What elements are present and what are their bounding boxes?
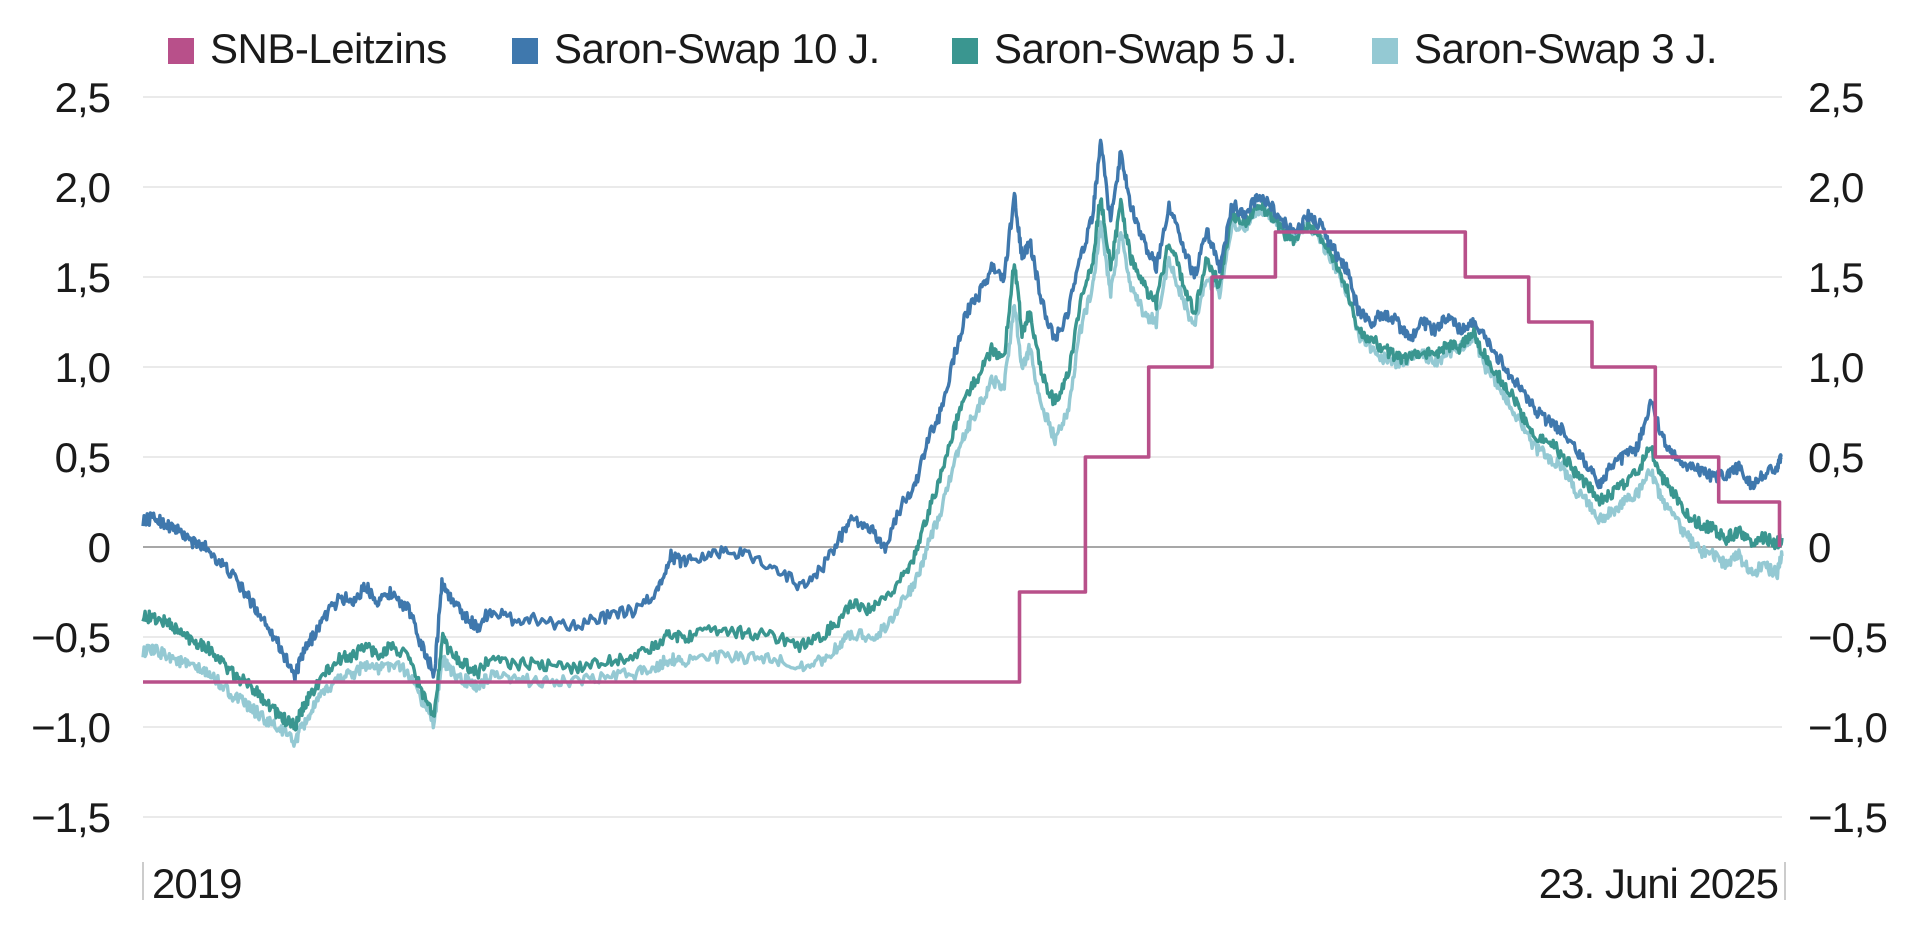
y-tick-label-left: −0,5 <box>31 614 110 661</box>
y-tick-label-left: 1,0 <box>55 344 110 391</box>
legend: SNB-Leitzins Saron-Swap 10 J. Saron-Swap 5… <box>168 25 1718 72</box>
series-line-snb-leitzins <box>143 230 1782 684</box>
y-tick-label-left: 1,5 <box>55 254 110 301</box>
y-tick-label-right: −1,5 <box>1808 794 1887 841</box>
y-tick-label-left: −1,5 <box>31 794 110 841</box>
y-tick-label-right: −0,5 <box>1808 614 1887 661</box>
y-axis-left: 2,5 2,0 1,5 1,0 0,5 0 −0,5 −1,0 −1,5 <box>31 74 111 841</box>
y-tick-label-left: 0,5 <box>55 434 110 481</box>
x-label-start: 2019 <box>152 860 241 907</box>
y-tick-label-left: 0 <box>88 524 110 571</box>
series-line-saron-swap-3-j- <box>141 203 1784 748</box>
y-tick-label-right: 2,5 <box>1808 74 1863 121</box>
y-tick-label-right: 1,0 <box>1808 344 1863 391</box>
grid-lines <box>143 96 1782 818</box>
legend-swatch <box>168 38 194 64</box>
legend-swatch <box>952 38 978 64</box>
legend-label: SNB-Leitzins <box>210 25 447 72</box>
x-axis: 2019 23. Juni 2025 <box>142 860 1786 907</box>
series-line-saron-swap-10-j- <box>141 138 1784 684</box>
series-line-saron-swap-5-j- <box>141 197 1784 732</box>
y-axis-right: 2,5 2,0 1,5 1,0 0,5 0 −0,5 −1,0 −1,5 <box>1808 74 1888 841</box>
legend-label: Saron-Swap 3 J. <box>1414 25 1717 72</box>
y-tick-label-left: 2,0 <box>55 164 110 211</box>
x-label-end: 23. Juni 2025 <box>1539 860 1778 907</box>
legend-swatch <box>1372 38 1398 64</box>
y-tick-label-right: 0 <box>1808 524 1830 571</box>
legend-label: Saron-Swap 5 J. <box>994 25 1297 72</box>
y-tick-label-right: 2,0 <box>1808 164 1863 211</box>
legend-label: Saron-Swap 10 J. <box>554 25 880 72</box>
series-lines <box>141 138 1784 748</box>
y-tick-label-right: −1,0 <box>1808 704 1887 751</box>
y-tick-label-left: 2,5 <box>55 74 110 121</box>
y-tick-label-left: −1,0 <box>31 704 110 751</box>
y-tick-label-right: 1,5 <box>1808 254 1863 301</box>
legend-swatch <box>512 38 538 64</box>
y-tick-label-right: 0,5 <box>1808 434 1863 481</box>
